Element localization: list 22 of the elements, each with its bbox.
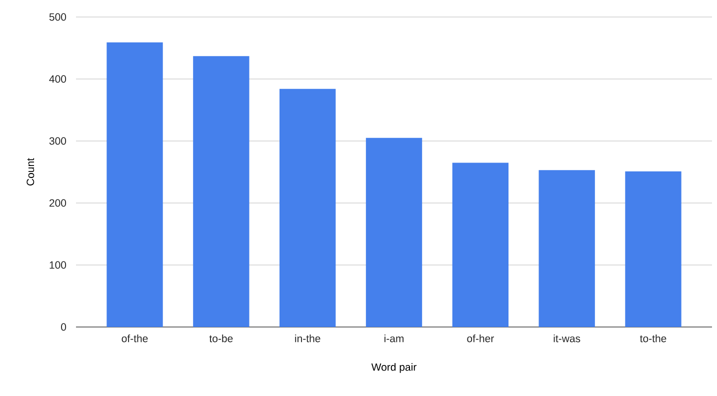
y-tick-label: 500 — [49, 13, 66, 21]
x-tick-label: of-the — [122, 334, 148, 342]
x-tick-label: it-was — [554, 334, 580, 342]
x-tick-label: to-the — [640, 334, 666, 342]
x-tick-label: of-her — [467, 334, 494, 342]
bar — [193, 56, 250, 327]
y-tick-label: 0 — [61, 323, 66, 331]
bar — [625, 171, 682, 327]
bar — [538, 170, 595, 327]
bar — [452, 162, 509, 327]
y-tick-label: 300 — [49, 137, 66, 145]
y-tick-label: 400 — [49, 75, 66, 83]
bar — [366, 138, 422, 327]
y-tick-label: 100 — [50, 261, 66, 269]
x-axis-title: Word pair — [371, 363, 416, 373]
y-tick-label: 200 — [49, 199, 66, 207]
y-axis-title: Count — [26, 158, 34, 186]
x-tick-label: i-am — [384, 334, 404, 342]
x-tick-label: in-the — [295, 334, 320, 342]
x-tick-label: to-be — [209, 334, 233, 342]
bar — [106, 42, 163, 327]
bar — [280, 88, 336, 327]
